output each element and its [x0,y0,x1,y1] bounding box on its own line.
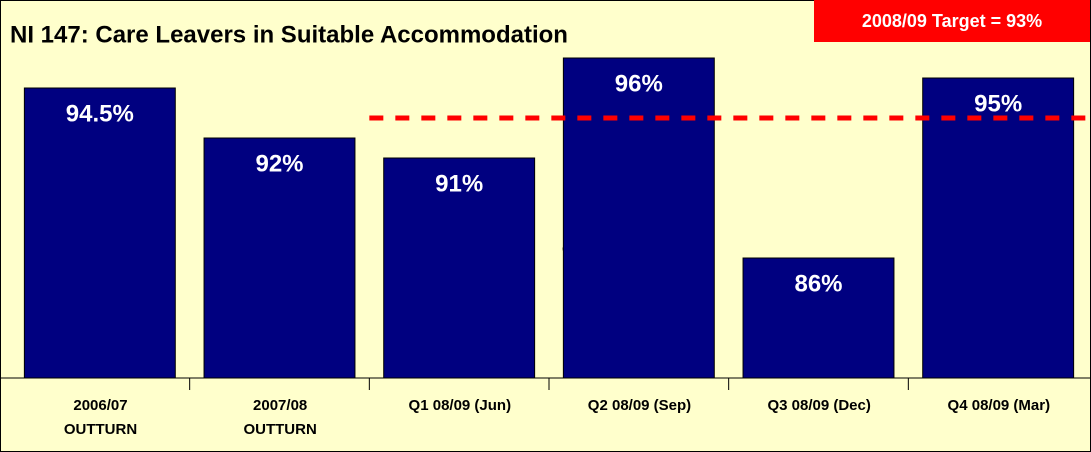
target-box [814,0,1090,42]
x-tick-label: Q1 08/09 (Jun) [408,397,512,414]
chart-title: NI 147: Care Leavers in Suitable Accommo… [10,21,568,48]
data-label: 86% [794,270,842,297]
data-label: 91% [435,170,483,197]
bar [203,137,356,379]
data-label: 94.5% [66,100,134,127]
bar [562,57,715,379]
bar [922,77,1075,379]
bar [23,87,176,379]
x-tick-label: 2007/08 OUTTURN [243,397,317,438]
target-label: 2008/09 Target = 93% [862,11,1042,31]
data-label: 95% [974,90,1022,117]
data-label: 92% [255,150,303,177]
x-tick-label: Q4 08/09 (Mar) [947,397,1051,414]
x-tick-label: 2006/07 OUTTURN [63,397,138,438]
bar [383,157,536,379]
x-tick-label: Q3 08/09 (Dec) [767,397,871,414]
data-label: 96% [615,70,663,97]
x-tick-label: Q2 08/09 (Sep) [587,397,692,414]
